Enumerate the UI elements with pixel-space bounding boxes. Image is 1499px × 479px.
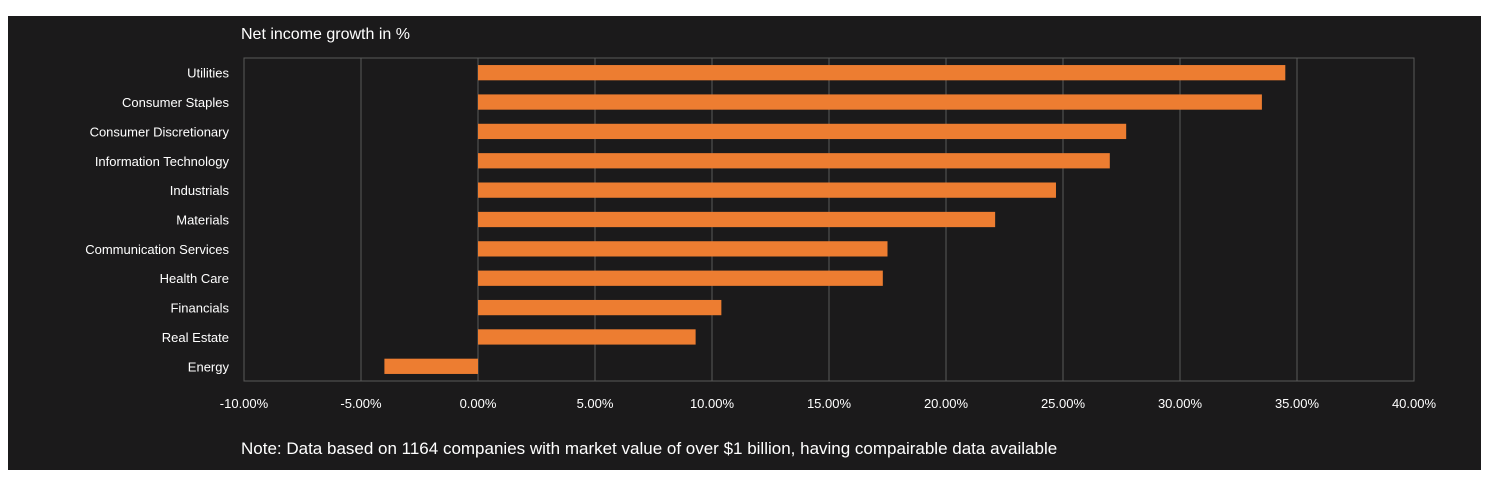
category-label: Consumer Discretionary (90, 124, 230, 139)
category-label: Communication Services (85, 242, 229, 257)
bar-layer (384, 65, 1286, 374)
category-label: Materials (176, 213, 229, 228)
bar-health-care (478, 270, 883, 286)
bar-chart: Net income growth in % Utilities Consumer… (85, 26, 1437, 458)
category-label: Financials (170, 301, 229, 316)
bar-financials (478, 299, 722, 316)
x-tick-label: 0.00% (460, 396, 497, 411)
x-tick-label: 20.00% (924, 396, 969, 411)
category-labels: Utilities Consumer Staples Consumer Discre… (85, 66, 229, 375)
chart-panel: Net income growth in % Utilities Consumer… (8, 16, 1481, 470)
bar-materials (478, 211, 996, 228)
x-tick-label: 5.00% (577, 396, 614, 411)
bar-industrials (478, 182, 1056, 198)
bar-consumer-staples (478, 94, 1262, 110)
bar-consumer-discretionary (478, 123, 1127, 140)
bar-communication-services (478, 241, 888, 257)
category-label: Information Technology (95, 154, 230, 169)
x-tick-label: 25.00% (1041, 396, 1086, 411)
category-label: Energy (188, 359, 230, 374)
bar-energy (384, 358, 478, 374)
category-label: Utilities (187, 66, 229, 81)
x-tick-label: 40.00% (1392, 396, 1437, 411)
grid-layer (243, 57, 1415, 382)
category-label: Industrials (170, 183, 230, 198)
bar-real-estate (478, 329, 696, 345)
chart-note: Note: Data based on 1164 companies with … (241, 439, 1057, 458)
category-label: Health Care (160, 271, 229, 286)
x-tick-label: 35.00% (1275, 396, 1320, 411)
category-label: Consumer Staples (122, 95, 229, 110)
x-tick-label: 15.00% (807, 396, 852, 411)
x-tick-label: -5.00% (340, 396, 382, 411)
x-tick-label: -10.00% (220, 396, 269, 411)
x-tick-label: 10.00% (690, 396, 735, 411)
bar-utilities (478, 65, 1286, 81)
category-label: Real Estate (162, 330, 229, 345)
chart-title: Net income growth in % (241, 26, 410, 43)
x-tick-labels: -10.00% -5.00% 0.00% 5.00% 10.00% 15.00% 20.00… (220, 396, 1437, 411)
x-tick-label: 30.00% (1158, 396, 1203, 411)
bar-information-technology (478, 153, 1110, 169)
